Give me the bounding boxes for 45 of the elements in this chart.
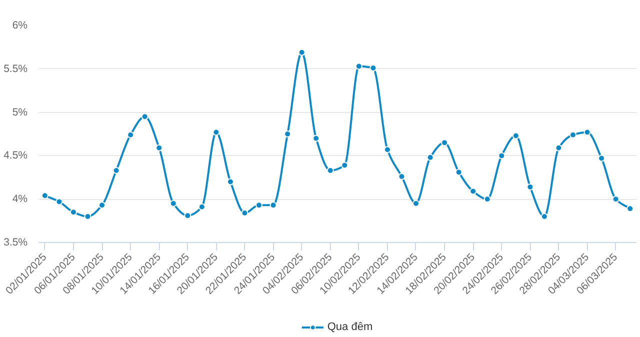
point — [626, 205, 634, 212]
point — [70, 208, 77, 216]
point — [312, 134, 320, 142]
y-tick-label: 4% — [12, 193, 28, 206]
point — [241, 209, 248, 216]
point — [540, 212, 548, 220]
point — [127, 131, 134, 138]
point — [170, 200, 177, 207]
point — [426, 154, 434, 161]
point — [270, 202, 277, 209]
y-tick-label: 3.5% — [4, 236, 28, 248]
point — [256, 202, 263, 209]
point — [484, 196, 491, 203]
point — [341, 162, 348, 169]
y-tick-label: 6% — [12, 20, 28, 32]
point — [41, 192, 48, 200]
point — [141, 113, 148, 120]
point — [584, 128, 591, 136]
point — [298, 48, 306, 56]
point — [156, 144, 163, 152]
y-tick-label: 5.5% — [4, 62, 28, 75]
point — [212, 128, 220, 136]
point — [512, 132, 520, 140]
point — [612, 196, 620, 203]
point — [184, 212, 192, 220]
point — [498, 152, 506, 160]
point — [526, 183, 534, 190]
point — [455, 168, 462, 176]
point — [370, 64, 377, 72]
point — [355, 62, 362, 70]
y-tick-label: 5% — [12, 106, 28, 118]
point — [569, 131, 576, 138]
point — [98, 202, 106, 209]
point — [112, 166, 120, 174]
legend-label: Qua đêm — [327, 321, 373, 333]
point — [412, 200, 420, 207]
point — [555, 144, 562, 152]
y-tick-label: 4.5% — [4, 150, 28, 162]
point — [56, 198, 63, 206]
point — [198, 203, 206, 210]
point — [441, 139, 448, 146]
point — [470, 188, 477, 195]
point — [384, 146, 391, 154]
point — [398, 173, 406, 180]
point — [326, 166, 334, 174]
